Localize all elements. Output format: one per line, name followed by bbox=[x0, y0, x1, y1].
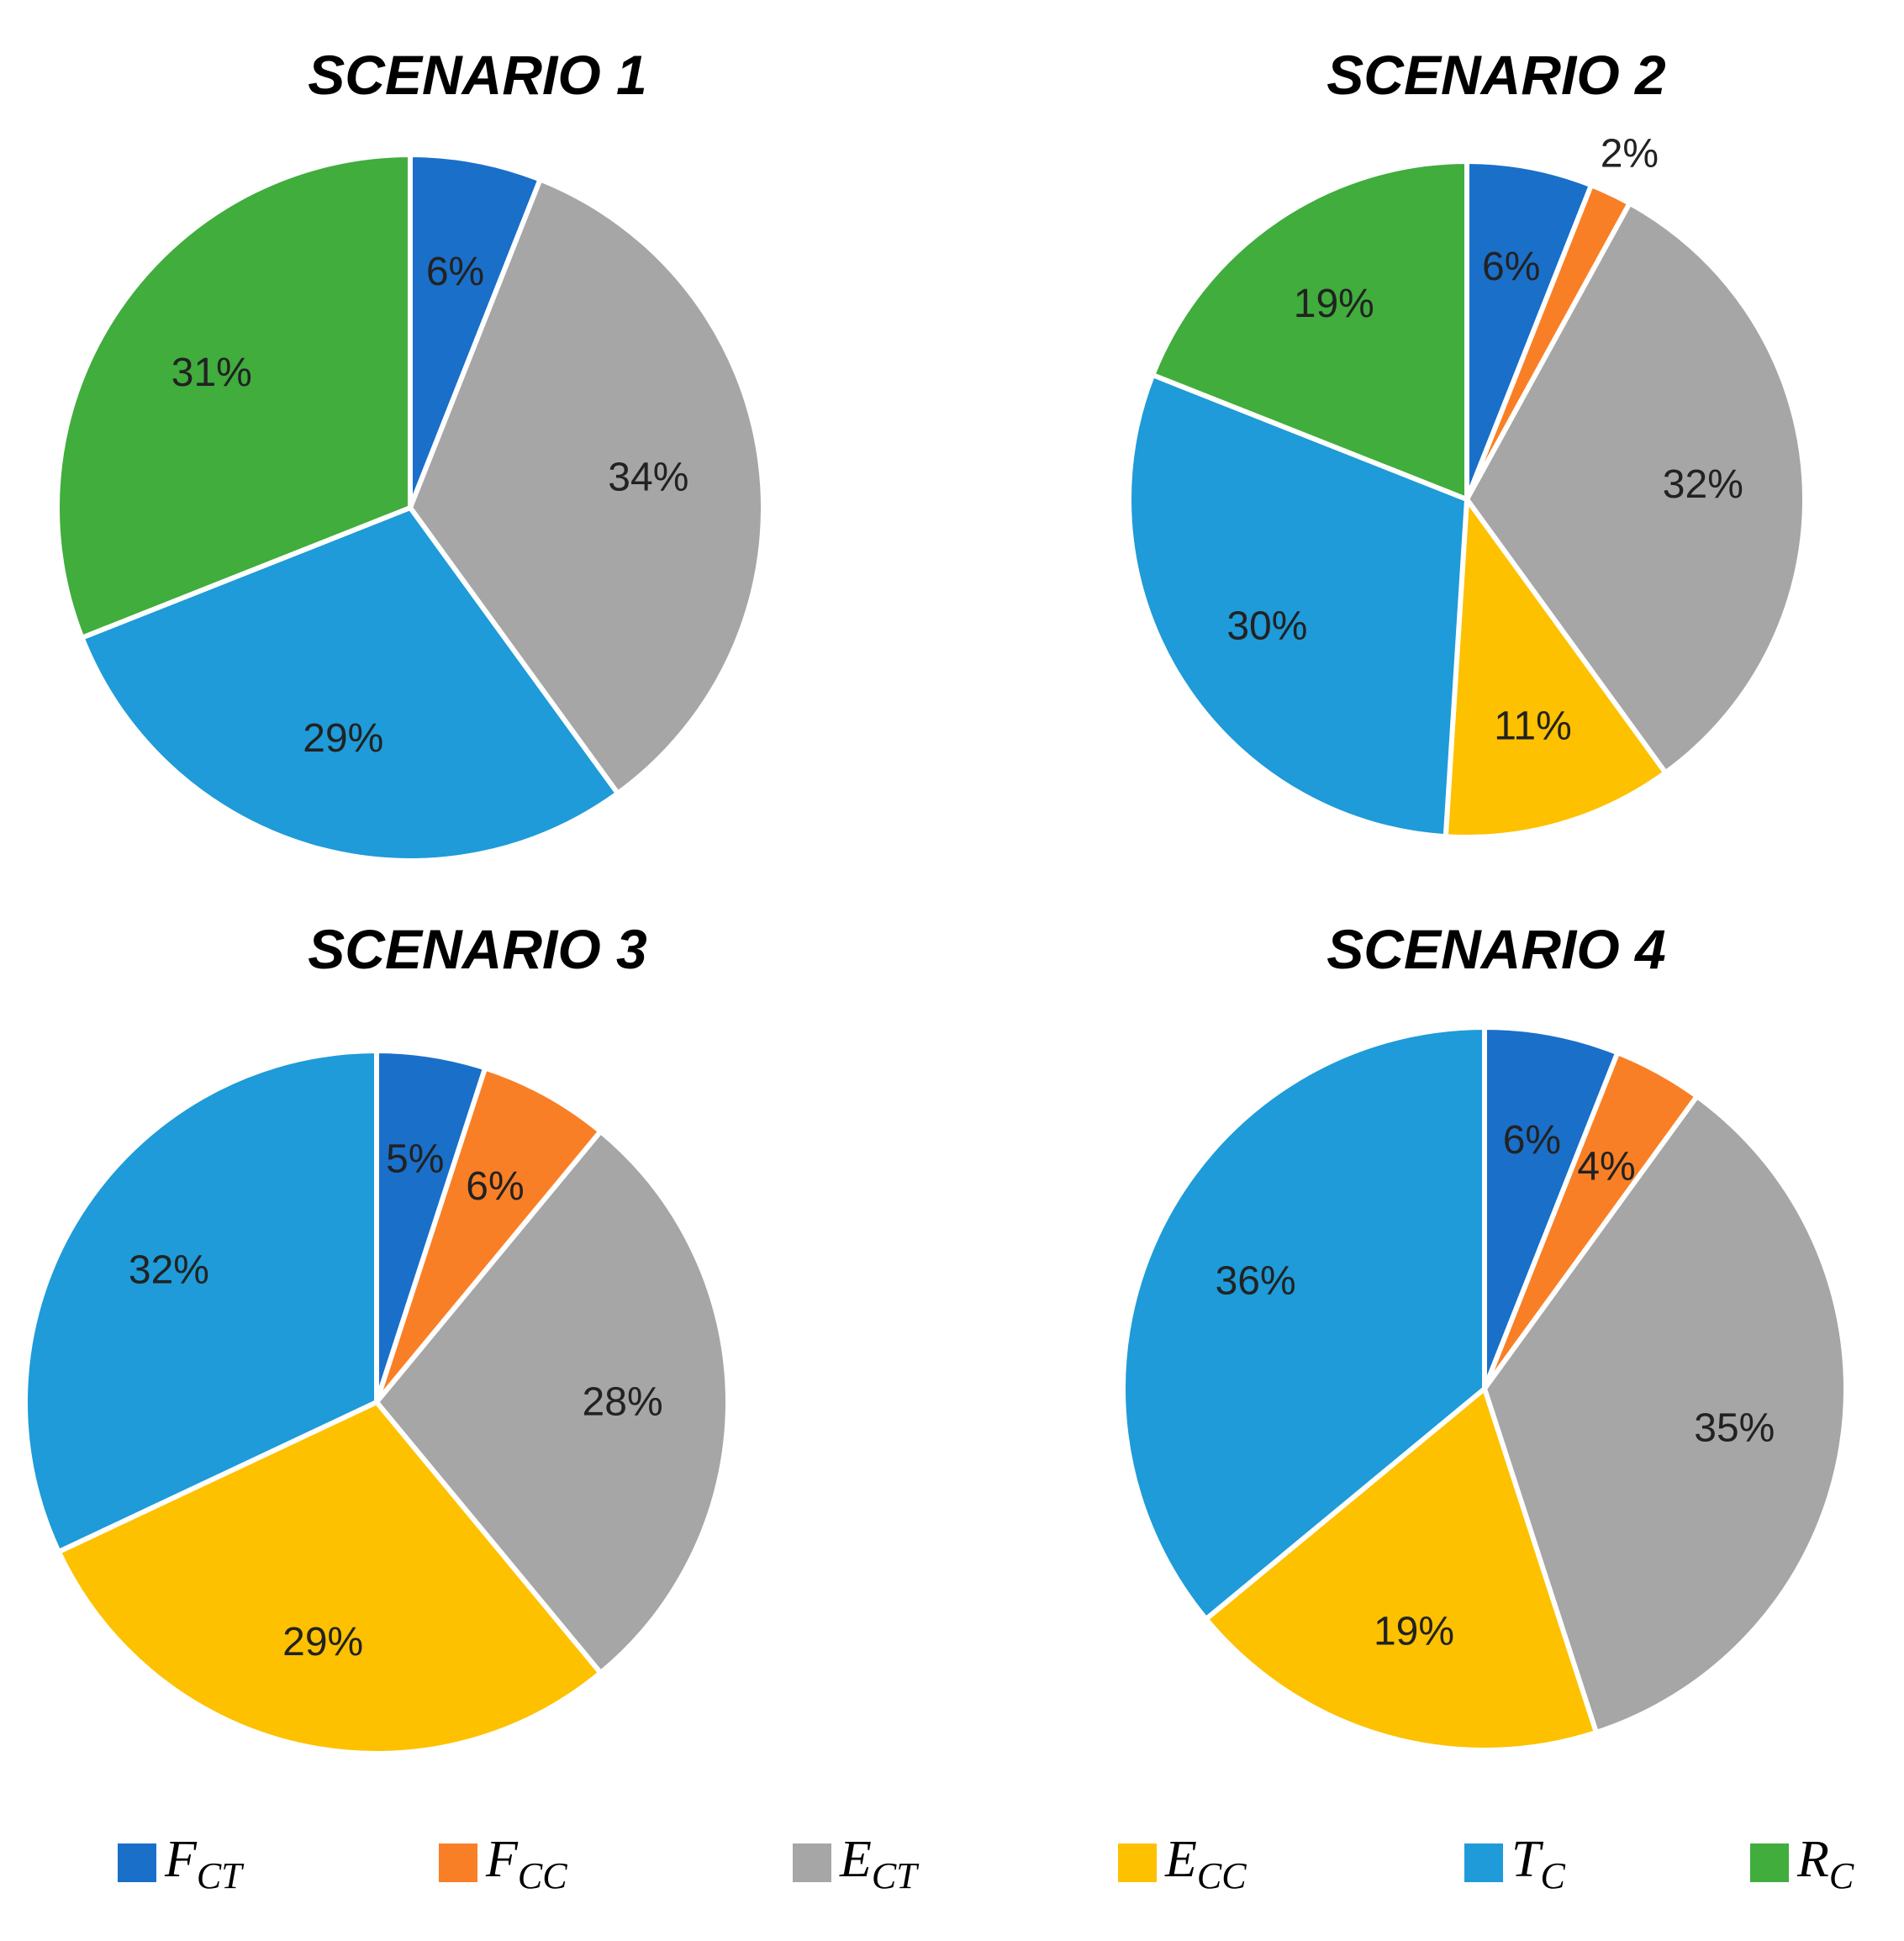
legend-label-t-c: TC bbox=[1511, 1831, 1565, 1896]
scenario-3-label-f-ct: 5% bbox=[386, 1137, 444, 1182]
scenario-4-title: SCENARIO 4 bbox=[1326, 918, 1665, 980]
legend-label-e-ct: ECT bbox=[839, 1831, 920, 1896]
scenario-4-label-f-ct: 6% bbox=[1503, 1118, 1561, 1163]
legend-item-f-cc: FCC bbox=[439, 1831, 567, 1896]
scenario-2-label-f-ct: 6% bbox=[1482, 245, 1540, 289]
scenario-1-slice-r-c bbox=[55, 152, 413, 641]
legend-item-e-cc: ECC bbox=[1118, 1831, 1247, 1896]
scenario-1-slice-t-c bbox=[79, 505, 620, 863]
scenario-3-slice-e-ct bbox=[374, 1128, 730, 1676]
scenario-4-label-e-ct: 35% bbox=[1694, 1406, 1775, 1451]
scenario-2-label-t-c: 30% bbox=[1226, 604, 1307, 648]
scenario-4-label-f-cc: 4% bbox=[1577, 1145, 1635, 1189]
legend-swatch-e-ct bbox=[793, 1843, 831, 1882]
legend-swatch-f-ct bbox=[118, 1843, 156, 1882]
legend-item-r-c: RC bbox=[1750, 1831, 1854, 1896]
legend-label-e-cc: ECC bbox=[1164, 1831, 1247, 1896]
legend-label-f-ct: FCT bbox=[164, 1831, 245, 1896]
scenario-2-label-r-c: 19% bbox=[1294, 282, 1374, 326]
legend-item-f-ct: FCT bbox=[118, 1831, 245, 1896]
scenario-3-label-e-ct: 28% bbox=[583, 1380, 663, 1425]
scenario-1-label-f-ct: 6% bbox=[426, 250, 484, 294]
scenario-4-slice-e-cc bbox=[1203, 1386, 1599, 1753]
scenario-1-title: SCENARIO 1 bbox=[308, 44, 646, 106]
scenario-4-label-t-c: 36% bbox=[1216, 1258, 1296, 1303]
scenario-2-label-e-cc: 11% bbox=[1494, 704, 1572, 749]
legend-swatch-t-c bbox=[1464, 1843, 1503, 1882]
scenario-4-label-e-cc: 19% bbox=[1374, 1610, 1454, 1654]
legend-item-e-ct: ECT bbox=[793, 1831, 920, 1896]
scenario-3-slice-t-c bbox=[22, 1048, 379, 1554]
legend-label-f-cc: FCC bbox=[485, 1831, 567, 1896]
scenario-4-slice-t-c bbox=[1121, 1025, 1487, 1622]
legend-label-r-c: RC bbox=[1796, 1831, 1854, 1896]
scenario-3-label-t-c: 32% bbox=[129, 1248, 209, 1293]
scenario-4-slice-e-ct bbox=[1482, 1094, 1849, 1735]
scenario-2-label-e-ct: 32% bbox=[1663, 462, 1743, 507]
scenario-3-label-f-cc: 6% bbox=[466, 1164, 524, 1209]
legend-swatch-f-cc bbox=[439, 1843, 477, 1882]
scenario-3-title: SCENARIO 3 bbox=[308, 918, 646, 980]
scenario-1-slice-e-ct bbox=[408, 177, 766, 796]
legend: FCT FCC ECT ECC TC RC bbox=[118, 1831, 1854, 1896]
scenario-1-label-t-c: 29% bbox=[303, 716, 383, 761]
scenario-2-title: SCENARIO 2 bbox=[1326, 44, 1666, 106]
scenario-3-slice-f-cc bbox=[374, 1065, 604, 1405]
legend-swatch-r-c bbox=[1750, 1843, 1789, 1882]
scenario-2-slice-e-cc bbox=[1443, 497, 1669, 840]
scenario-3-pie-chart: SCENARIO 3 5% 6% 28% 29% 32% bbox=[22, 918, 730, 1756]
scenario-2-label-f-cc: 2% bbox=[1601, 131, 1659, 176]
scenario-2-slice-t-c bbox=[1126, 372, 1469, 840]
scenario-4-pie-chart: SCENARIO 4 6% 4% 35% 19% 36% bbox=[1121, 918, 1849, 1753]
scenario-1-label-e-ct: 34% bbox=[608, 456, 688, 500]
legend-swatch-e-cc bbox=[1118, 1843, 1157, 1882]
scenario-2-slice-e-ct bbox=[1464, 200, 1807, 776]
scenario-2-pie-chart: SCENARIO 2 6% 2% 32% 11% 30% 19% bbox=[1126, 44, 1807, 840]
scenario-1-label-r-c: 31% bbox=[171, 351, 252, 395]
scenario-3-label-e-cc: 29% bbox=[282, 1620, 363, 1664]
scenario-2-slice-r-c bbox=[1150, 159, 1469, 502]
legend-item-t-c: TC bbox=[1464, 1831, 1565, 1896]
scenario-1-pie-chart: SCENARIO 1 6% 34% 29% 31% bbox=[55, 44, 766, 863]
